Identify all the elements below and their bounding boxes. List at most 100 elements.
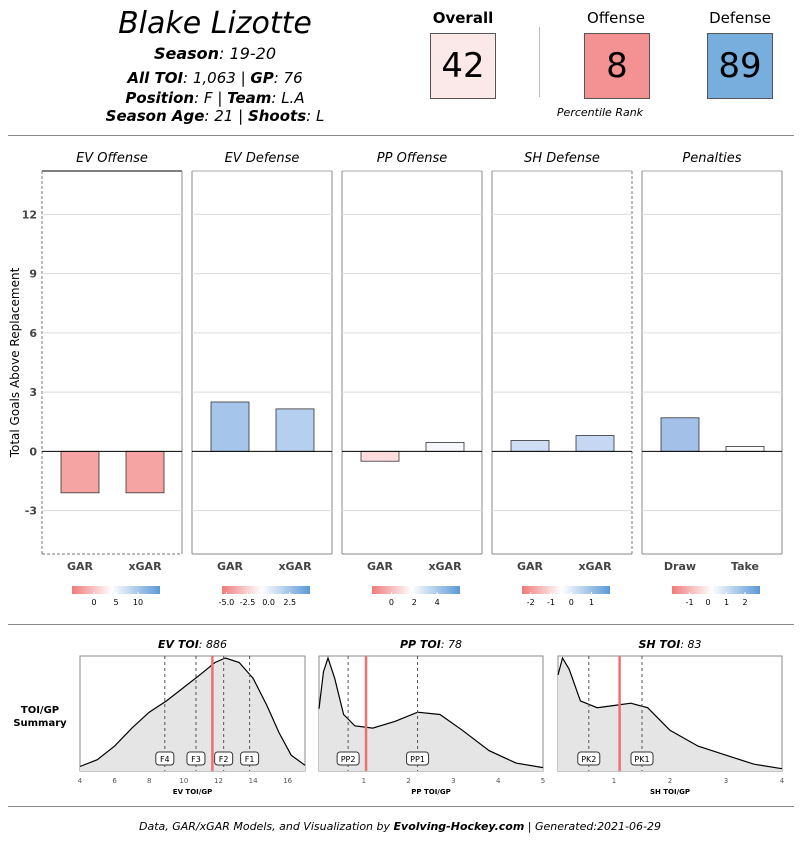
x-axis-label: SH TOI/GP — [650, 788, 690, 796]
deployment-label: F1 — [245, 755, 255, 764]
x-tick-label: 3 — [451, 777, 455, 785]
row-label: Summary — [13, 718, 67, 729]
x-tick-label: 4 — [78, 777, 83, 785]
toi-panel: SH TOI: 83 PK2 PK1 1 2 3 4 SH TOI/GP — [557, 638, 785, 796]
legend-tick-label: 5 — [113, 598, 118, 607]
deployment-label-box — [240, 751, 260, 766]
header-divider — [539, 27, 540, 97]
x-tick-label: GAR — [367, 560, 394, 573]
gar-bar-charts: Total Goals Above Replacement-3036912EV … — [8, 151, 783, 607]
legend-colorbar — [372, 586, 460, 594]
bar — [275, 408, 315, 452]
deployment-label-box — [186, 751, 206, 766]
x-axis-label: PP TOI/GP — [411, 788, 450, 796]
density-line — [557, 656, 783, 770]
density-area — [80, 658, 305, 771]
panel-title: SH TOI: 83 — [638, 638, 701, 651]
position-team-line: Position: F | Team: L.A — [125, 89, 305, 107]
bar — [425, 442, 465, 452]
toi-panel: PP TOI: 78 PP2 PP1 1 2 3 4 5 PP TOI/GP — [318, 638, 545, 796]
deployment-label: PP1 — [410, 755, 425, 764]
legend-tick-label: 2.5 — [283, 598, 296, 607]
middle-rule — [8, 624, 794, 625]
bar — [725, 446, 765, 452]
panel-title: PP TOI: 78 — [400, 638, 462, 651]
deployment-label: F3 — [191, 755, 201, 764]
legend-tick-label: 10 — [133, 598, 143, 607]
density-line — [79, 657, 306, 768]
panel-title: SH Defense — [524, 151, 600, 166]
legend-colorbar — [522, 586, 610, 594]
y-tick-label: 9 — [29, 268, 37, 281]
row-label: TOI/GP — [21, 705, 59, 716]
footer-site: Evolving-Hockey.com — [393, 820, 525, 833]
player-name: Blake Lizotte — [118, 6, 312, 41]
deployment-label-box — [406, 751, 430, 766]
legend-tick-label: 0 — [569, 598, 574, 607]
season-line: Season: 19-20 — [153, 44, 277, 63]
defense-box: 89 — [707, 33, 773, 99]
deployment-label: F2 — [219, 755, 229, 764]
legend-tick-label: -2 — [527, 598, 535, 607]
x-tick-label: GAR — [217, 560, 244, 573]
legend-tick-label: 1 — [589, 598, 594, 607]
bar-panel: SH Defense GAR xGAR -2 -1 0 1 — [491, 151, 633, 607]
x-tick-label: Take — [731, 560, 759, 573]
legend-tick-label: 0 — [389, 598, 394, 607]
legend-tick-label: 2 — [742, 598, 747, 607]
x-tick-label: 1 — [362, 777, 366, 785]
y-tick-label: 3 — [29, 386, 37, 399]
x-tick-label: 6 — [112, 777, 117, 785]
y-axis-label: Total Goals Above Replacement — [8, 267, 22, 458]
legend-colorbar — [222, 586, 310, 594]
x-tick-label: 5 — [541, 777, 545, 785]
y-tick-label: 6 — [29, 327, 37, 340]
offense-box: 8 — [584, 33, 650, 99]
percentile-caption: Percentile Rank — [556, 106, 644, 119]
player-info: Season: 19-20 All TOI: 1,063 | GP: 76 Po… — [0, 44, 430, 134]
legend-tick-label: 2 — [412, 598, 417, 607]
x-tick-label: 8 — [147, 777, 151, 785]
deployment-label-box — [336, 751, 360, 766]
defense-label: Defense — [709, 9, 771, 27]
legend-tick-label: 1 — [724, 598, 729, 607]
x-tick-label: 2 — [668, 777, 672, 785]
x-tick-label: 16 — [283, 777, 292, 785]
x-tick-label: xGAR — [278, 560, 312, 573]
x-tick-label: GAR — [517, 560, 544, 573]
x-tick-label: 10 — [179, 777, 188, 785]
deployment-label-box — [577, 751, 601, 766]
legend-tick-label: -1 — [547, 598, 555, 607]
x-tick-label: 3 — [724, 777, 728, 785]
bar — [510, 440, 550, 452]
bar — [125, 450, 165, 494]
panel-title: EV Defense — [225, 151, 300, 166]
age-shoots-line: Season Age: 21 | Shoots: L — [105, 107, 325, 125]
legend-tick-label: -2.5 — [240, 598, 256, 607]
density-area — [319, 658, 543, 771]
deployment-label-box — [155, 751, 175, 766]
y-tick-label: -3 — [25, 505, 37, 518]
panel-title: EV Offense — [76, 151, 148, 166]
x-tick-label: 12 — [214, 777, 223, 785]
x-tick-label: 2 — [406, 777, 410, 785]
top-rule — [8, 135, 794, 136]
footer: Data, GAR/xGAR Models, and Visualization… — [139, 820, 661, 833]
offense-label: Offense — [587, 9, 645, 27]
legend-colorbar — [72, 586, 160, 594]
overall-box: 42 — [430, 33, 496, 99]
x-tick-label: GAR — [67, 560, 94, 573]
legend-tick-label: 4 — [435, 598, 440, 607]
y-tick-label: 12 — [22, 208, 37, 221]
panel-title: EV TOI: 886 — [158, 638, 227, 651]
bar — [60, 450, 100, 494]
y-tick-label: 0 — [29, 445, 37, 458]
bar — [360, 450, 400, 462]
legend-colorbar — [672, 586, 760, 594]
bar-panel: EV Defense GAR xGAR -5.0 -2.5 0.0 2.5 — [191, 151, 333, 607]
density-area — [558, 658, 782, 771]
x-tick-label: xGAR — [128, 560, 162, 573]
x-tick-label: xGAR — [578, 560, 612, 573]
legend-tick-label: 0 — [91, 598, 96, 607]
